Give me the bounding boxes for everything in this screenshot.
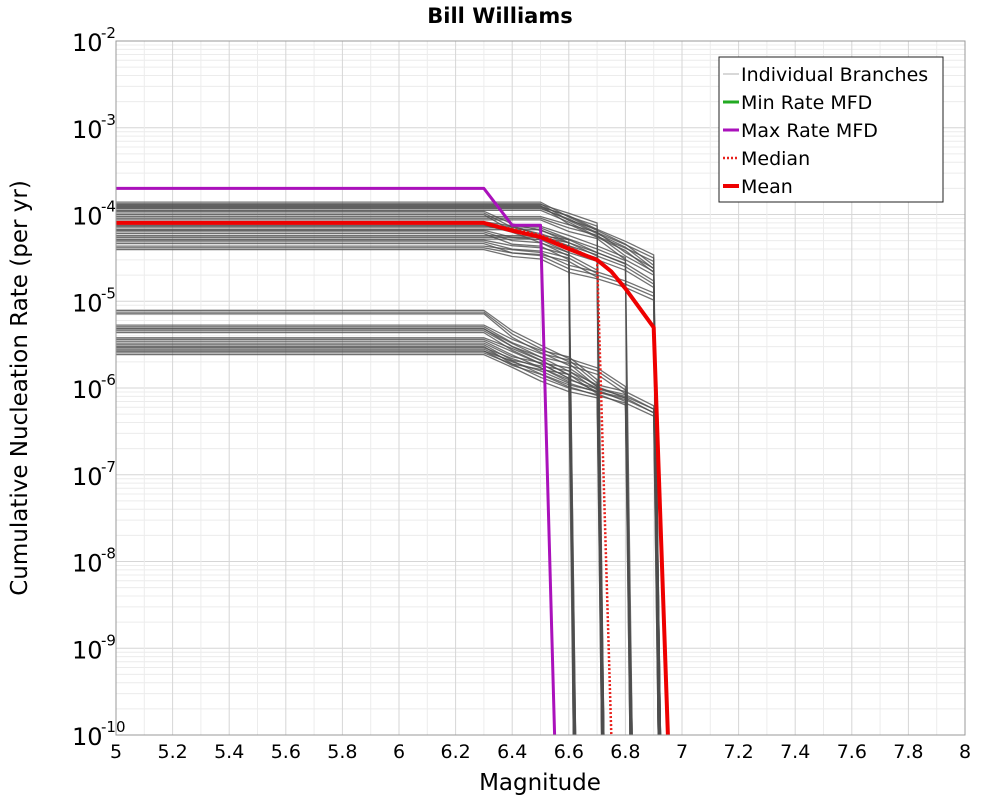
branch-line [116,245,662,736]
branch-line [116,324,605,736]
y-axis-label: Cumulative Nucleation Rate (per yr) [7,180,33,596]
branch-line [116,311,632,736]
x-tick-label: 7.6 [837,741,867,763]
y-tick-label: 10-2 [72,24,116,57]
y-tick-base: 10 [72,116,103,144]
y-tick-exponent: -5 [101,284,116,302]
y-tick-exponent: -8 [101,545,116,563]
x-tick-label: 5.4 [214,741,244,763]
chart-title: Bill Williams [427,4,572,28]
legend-box [718,56,944,203]
branch-line [116,346,662,736]
branch-line [116,348,661,736]
y-tick-label: 10-4 [72,198,116,231]
branch-line [116,350,605,736]
summary-series [116,186,670,736]
y-tick-base: 10 [72,289,103,317]
legend-label: Individual Branches [741,64,928,86]
x-tick-label: 8 [959,741,971,763]
legend-label: Median [741,148,810,170]
y-tick-base: 10 [72,723,103,751]
branch-line [116,248,659,736]
legend: Individual Branches Min Rate MFD Max Rate … [718,56,944,203]
y-tick-exponent: -6 [101,371,116,389]
y-tick-exponent: -3 [101,111,116,129]
x-tick-label: 6.8 [610,741,640,763]
y-tick-exponent: -9 [101,631,116,649]
legend-label: Max Rate MFD [741,120,878,142]
x-tick-label: 5.2 [157,741,187,763]
mean-line [116,220,670,736]
x-tick-label: 6 [393,741,405,763]
y-tick-base: 10 [72,636,103,664]
y-tick-label: 10-9 [72,631,116,664]
branch-line [116,337,577,736]
branch-line [116,215,662,736]
branch-line [116,309,633,736]
x-tick-label: 7.8 [893,741,923,763]
branch-line [116,247,661,736]
x-tick-label: 7 [676,741,688,763]
y-tick-base: 10 [72,376,103,404]
max-rate-mfd-line [116,186,557,736]
legend-label: Mean [741,176,793,198]
x-tick-label: 7.4 [780,741,810,763]
x-tick-label: 6.6 [554,741,584,763]
plot-frame [115,40,966,736]
legend-label: Min Rate MFD [741,92,872,114]
branch-line [116,350,659,736]
y-tick-exponent: -7 [101,458,116,476]
y-tick-label: 10-5 [72,284,116,317]
x-tick-labels: 5 5.2 5.4 5.6 5.8 6 6.2 6.4 6.6 6.8 7 7.2 7.4 7.6 7.8 8 [110,741,971,763]
x-tick-label: 7.2 [723,741,753,763]
y-tick-base: 10 [72,29,103,57]
x-tick-label: 6.4 [497,741,527,763]
branch-line [116,344,632,736]
x-axis-label: Magnitude [479,770,601,796]
y-tick-label: 10-10 [72,718,126,751]
x-tick-label: 5.6 [271,741,301,763]
branch-line [116,206,662,736]
y-tick-exponent: -10 [101,718,126,736]
y-tick-label: 10-3 [72,111,116,144]
y-tick-label: 10-8 [72,545,116,578]
y-tick-base: 10 [72,463,103,491]
y-tick-exponent: -2 [101,24,116,42]
y-tick-base: 10 [72,203,103,231]
x-tick-label: 5 [110,741,122,763]
y-tick-label: 10-6 [72,371,116,404]
y-tick-base: 10 [72,550,103,578]
y-tick-label: 10-7 [72,458,116,491]
branch-line [116,225,633,736]
y-tick-exponent: -4 [101,198,116,216]
x-tick-label: 5.8 [327,741,357,763]
x-tick-label: 6.2 [440,741,470,763]
branch-line [116,342,633,736]
